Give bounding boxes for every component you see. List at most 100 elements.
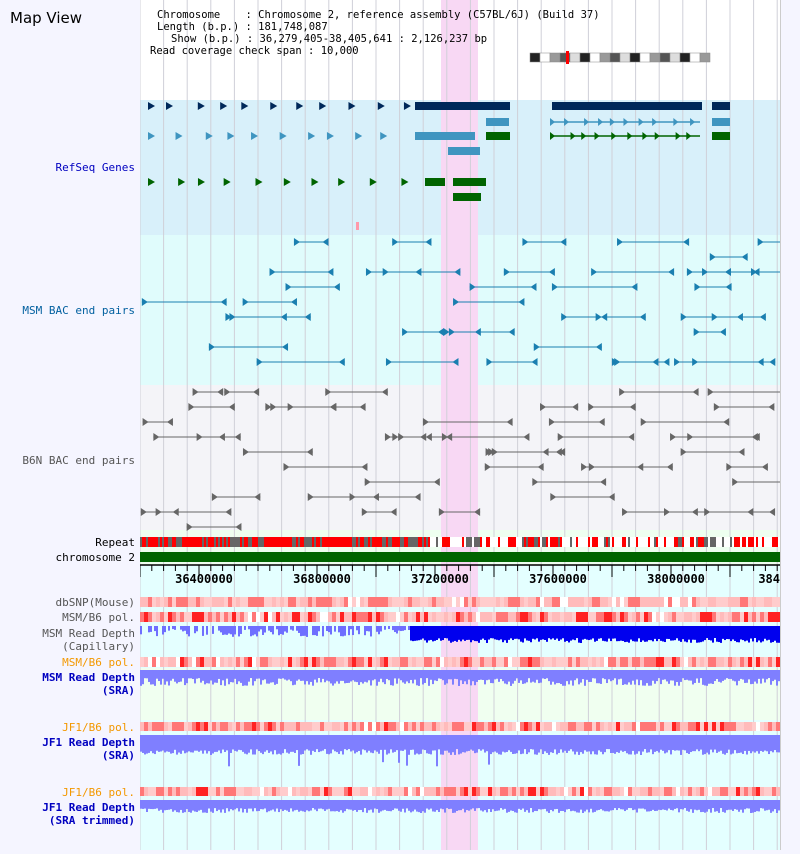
msm-depth-sra-bar — [514, 670, 516, 681]
jf1-trimmed-bar — [714, 800, 716, 812]
track-label-b6n-bac[interactable]: B6N BAC end pairs — [0, 454, 135, 467]
jf1-depth-bar — [656, 735, 658, 751]
jf1-trimmed-bar — [242, 800, 244, 812]
repeat-mark — [174, 537, 176, 547]
dbsnp-cell — [516, 597, 520, 607]
jf1-pol-cell — [220, 722, 224, 731]
jf1-pol-trimmed-cell — [376, 787, 380, 796]
msm-depth-cap-bar — [606, 626, 608, 642]
dbsnp-cell — [428, 597, 432, 607]
jf1-depth-bar — [370, 735, 372, 753]
msm-depth-cap-bar — [572, 626, 574, 640]
msm-depth-cap-bar — [400, 626, 402, 631]
repeat-mark — [426, 537, 428, 547]
jf1-trimmed-bar — [332, 800, 334, 811]
msm-depth-sra-bar — [644, 670, 646, 686]
dbsnp-cell — [152, 597, 156, 607]
jf1-trimmed-bar — [302, 800, 304, 811]
jf1-depth-bar — [466, 735, 468, 751]
jf1-depth-bar — [702, 735, 704, 755]
msm-depth-cap-bar — [148, 626, 150, 632]
jf1-pol-trimmed-cell — [332, 787, 336, 796]
msm-depth-cap-bar — [296, 626, 298, 631]
msm-depth-sra-bar — [346, 670, 348, 683]
dbsnp-cell — [724, 597, 728, 607]
jf1-trimmed-bar — [584, 800, 586, 811]
jf1-trimmed-bar — [378, 800, 380, 813]
jf1-depth-bar — [300, 735, 302, 755]
msm-pol-cell — [180, 612, 184, 622]
repeat-mark — [364, 537, 366, 547]
jf1-pol-trimmed-cell — [576, 787, 580, 796]
msm-depth-cap-bar — [370, 626, 372, 636]
msm-depth-sra-bar — [470, 670, 472, 685]
repeat-mark — [234, 537, 236, 547]
msm-depth-sra-bar — [158, 670, 160, 681]
jf1-depth-bar — [356, 735, 358, 752]
msm-pol-cell — [272, 612, 276, 622]
msm-depth-cap-bar — [388, 626, 390, 629]
repeat-mark — [242, 537, 244, 547]
msm-pol-cell — [156, 612, 160, 622]
msm-depth-sra-bar — [262, 670, 264, 680]
jf1-trimmed-bar — [240, 800, 242, 808]
repeat-mark — [282, 537, 284, 547]
msm-depth-cap-bar — [256, 626, 258, 636]
msm-depth-cap-bar — [150, 626, 152, 632]
msm-depth-sra-bar — [334, 670, 336, 683]
msm-pol-cell — [756, 612, 760, 622]
repeat-mark — [504, 537, 506, 547]
jf1-depth-bar — [508, 735, 510, 750]
msm-depth-cap-bar — [574, 626, 576, 640]
msm-depth-sra-bar — [352, 670, 354, 680]
msm-pol-cell — [308, 612, 312, 622]
repeat-mark — [754, 537, 756, 547]
jf1-depth-bar — [496, 735, 498, 753]
coverage-value: 10,000 — [321, 45, 359, 57]
msm-pol-cell — [708, 612, 712, 622]
scrollbar-strip[interactable] — [780, 0, 800, 850]
ideogram-band — [630, 53, 640, 62]
jf1-pol-cell — [704, 722, 708, 731]
jf1-depth-bar — [524, 735, 526, 749]
jf1-pol-trimmed-cell — [328, 787, 332, 796]
msm-depth-sra-bar — [176, 670, 178, 683]
jf1-trimmed-bar — [388, 800, 390, 811]
jf1-trimmed-bar — [168, 800, 170, 810]
repeat-mark — [560, 537, 562, 547]
jf1-trimmed-bar — [470, 800, 472, 809]
jf1-depth-bar — [184, 735, 186, 753]
msm-pol-cell — [164, 612, 168, 622]
jf1-trimmed-bar — [306, 800, 308, 810]
jf1-pol-trimmed-cell — [700, 787, 704, 796]
dbsnp-cell — [764, 597, 768, 607]
msm-depth-cap-bar — [156, 626, 158, 636]
msm-pol-cell — [380, 612, 384, 622]
jf1-pol-cell — [736, 722, 740, 731]
track-label-refseq[interactable]: RefSeq Genes — [0, 161, 135, 174]
jf1-pol-trimmed-cell — [200, 787, 204, 796]
jf1-trimmed-bar — [670, 800, 672, 810]
msm-depth-sra-bar — [712, 670, 714, 684]
jf1-depth-bar — [718, 735, 720, 752]
msm-pol-sra-cell — [256, 657, 260, 667]
msm-pol-cell — [580, 612, 584, 622]
jf1-depth-bar — [322, 735, 324, 751]
track-label-msm-bac[interactable]: MSM BAC end pairs — [0, 304, 135, 317]
jf1-trimmed-bar — [406, 800, 408, 808]
msm-depth-cap-bar — [186, 626, 188, 634]
msm-depth-cap-bar — [356, 626, 358, 630]
jf1-depth-bar — [674, 735, 676, 751]
msm-pol-cell — [300, 612, 304, 622]
msm-depth-cap-bar — [318, 626, 320, 631]
msm-depth-sra-bar — [210, 670, 212, 681]
jf1-pol-cell — [376, 722, 380, 731]
jf1-trimmed-bar — [448, 800, 450, 809]
msm-depth-sra-bar — [610, 670, 612, 681]
jf1-pol-cell — [656, 722, 660, 731]
msm-depth-cap-bar — [262, 626, 264, 635]
jf1-trimmed-bar — [488, 800, 490, 809]
chromosome-bar — [140, 552, 780, 562]
